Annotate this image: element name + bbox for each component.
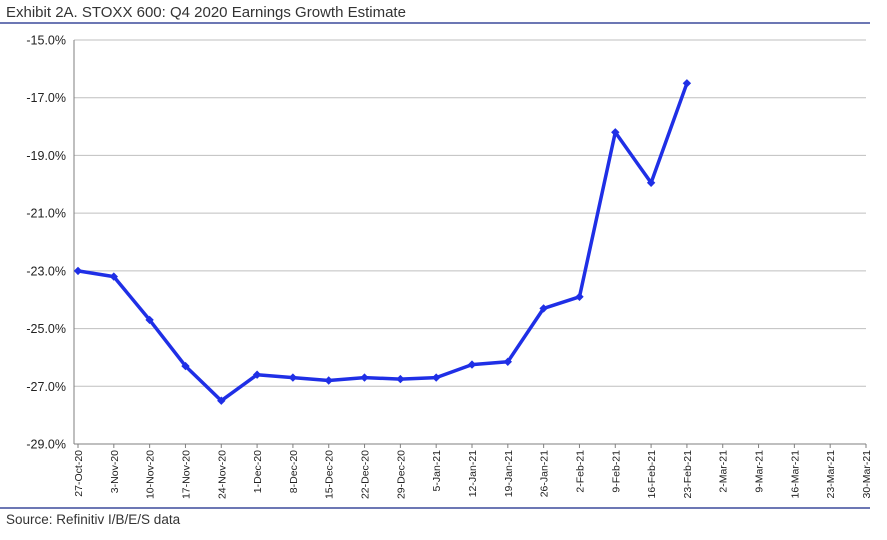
x-tick-label: 19-Jan-21 (503, 450, 515, 497)
x-tick-label: 24-Nov-20 (216, 450, 228, 499)
x-tick-label: 30-Mar-21 (861, 450, 873, 499)
series-line (77, 82, 689, 403)
data-point (360, 373, 369, 382)
x-tick-label: 15-Dec-20 (324, 450, 336, 499)
data-point (252, 370, 262, 379)
x-tick-labels: 27-Oct-20 3-Nov-20 10-Nov-20 17-Nov-20 24-No… (73, 450, 873, 499)
data-point (217, 396, 226, 405)
x-tick-label: 17-Nov-20 (180, 450, 192, 499)
x-tick-label: 16-Mar-21 (789, 450, 801, 499)
x-tick-label: 22-Dec-20 (360, 450, 372, 499)
data-point (575, 292, 584, 301)
data-point (539, 304, 548, 313)
data-point (396, 374, 405, 384)
data-point (109, 272, 118, 281)
data-point (611, 128, 620, 137)
y-tick-label: -25.0% (26, 322, 66, 336)
data-point (432, 373, 441, 382)
x-tick-label: 3-Nov-20 (109, 450, 121, 493)
data-point (181, 361, 190, 371)
chart-title: Exhibit 2A. STOXX 600: Q4 2020 Earnings … (6, 4, 406, 21)
data-point (145, 315, 154, 325)
series (73, 79, 692, 405)
y-tick-labels: -15.0% -17.0% -19.0% -21.0% -23.0% -25.0% -27.… (26, 34, 66, 452)
y-tick-label: -17.0% (26, 91, 66, 105)
x-tick-label: 12-Jan-21 (467, 450, 479, 497)
data-point (682, 79, 692, 88)
x-tick-label: 10-Nov-20 (145, 450, 157, 499)
data-point (467, 360, 477, 369)
y-tick-label: -19.0% (26, 149, 66, 163)
data-point (73, 266, 83, 276)
x-tick-label: 2-Feb-21 (574, 450, 586, 493)
x-tick-label: 27-Oct-20 (73, 450, 85, 497)
y-tick-label: -23.0% (26, 264, 66, 278)
x-tick-label: 29-Dec-20 (395, 450, 407, 499)
x-tick-label: 2-Mar-21 (718, 450, 730, 493)
axes (73, 40, 867, 448)
y-tick-label: -29.0% (26, 438, 66, 452)
data-point (646, 178, 656, 187)
data-point (324, 376, 333, 385)
data-point (288, 373, 298, 382)
y-tick-label: -15.0% (26, 34, 66, 48)
x-tick-label: 23-Feb-21 (682, 450, 694, 499)
gridlines (74, 39, 866, 445)
y-tick-label: -27.0% (26, 380, 66, 394)
data-point (503, 357, 512, 366)
x-tick-label: 26-Jan-21 (539, 450, 551, 497)
y-tick-label: -21.0% (26, 207, 66, 221)
x-tick-label: 5-Jan-21 (431, 450, 443, 492)
x-tick-label: 16-Feb-21 (646, 450, 658, 499)
x-tick-label: 9-Feb-21 (610, 450, 622, 493)
x-tick-label: 8-Dec-20 (288, 450, 300, 493)
x-tick-label: 1-Dec-20 (252, 450, 264, 493)
x-tick-label: 23-Mar-21 (825, 450, 837, 499)
x-tick-label: 9-Mar-21 (754, 450, 766, 493)
source-note: Source: Refinitiv I/B/E/S data (6, 512, 181, 527)
